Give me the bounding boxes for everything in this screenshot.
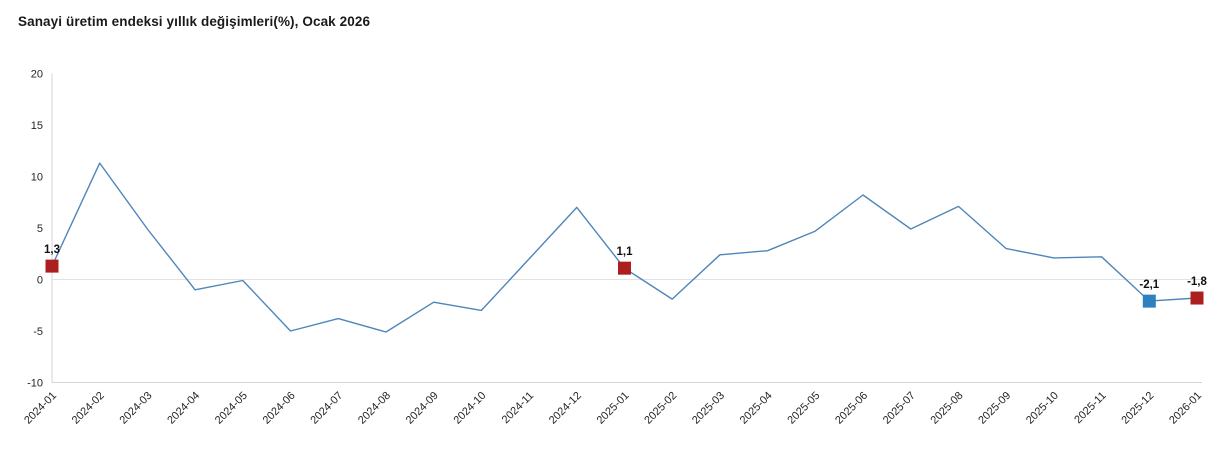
y-tick-label: -10 (27, 378, 43, 390)
y-tick-label: 10 (31, 172, 43, 184)
x-tick-label: 2026-01 (1167, 390, 1204, 427)
x-tick-label: 2025-10 (1024, 390, 1061, 427)
chart-title: Sanayi üretim endeksi yıllık değişimleri… (18, 14, 371, 29)
x-tick-label: 2025-12 (1119, 390, 1156, 427)
x-tick-label: 2025-02 (642, 390, 679, 427)
x-tick-label: 2025-06 (833, 390, 870, 427)
x-tick-label: 2025-11 (1072, 390, 1108, 426)
x-tick-label: 2025-01 (595, 390, 632, 427)
x-tick-label: 2025-05 (785, 390, 822, 427)
x-tick-label: 2024-06 (261, 390, 298, 427)
x-tick-label: 2025-09 (976, 390, 1013, 427)
x-tick-label: 2024-10 (451, 390, 488, 427)
x-tick-label: 2024-11 (500, 390, 536, 426)
x-tick-label: 2024-03 (118, 390, 155, 427)
y-tick-label: 5 (37, 223, 43, 235)
x-tick-label: 2024-04 (165, 390, 202, 427)
y-tick-label: -5 (33, 326, 43, 338)
x-tick-label: 2024-07 (308, 390, 345, 427)
x-tick-label: 2024-12 (547, 390, 584, 427)
marker-square (1190, 291, 1204, 305)
marker-square (618, 261, 631, 275)
marker-square (45, 259, 59, 273)
y-tick-label: 15 (31, 120, 43, 132)
x-tick-label: 2024-05 (213, 390, 250, 427)
x-tick-label: 2025-03 (690, 390, 727, 427)
point-value-label: -2,1 (1139, 279, 1159, 291)
x-tick-label: 2024-02 (70, 390, 107, 427)
y-tick-label: 0 (37, 275, 43, 287)
y-tick-label: 20 (31, 69, 43, 81)
point-value-label: -1,8 (1187, 276, 1207, 288)
x-tick-label: 2024-01 (22, 390, 59, 427)
marker-square (1142, 294, 1156, 308)
x-tick-label: 2024-09 (404, 390, 441, 427)
x-tick-label: 2024-08 (356, 390, 393, 427)
point-value-label: 1,1 (617, 246, 634, 258)
x-tick-label: 2025-08 (929, 390, 966, 427)
point-value-label: 1,3 (44, 244, 60, 256)
x-tick-label: 2025-07 (881, 390, 918, 427)
x-tick-label: 2025-04 (738, 390, 775, 427)
